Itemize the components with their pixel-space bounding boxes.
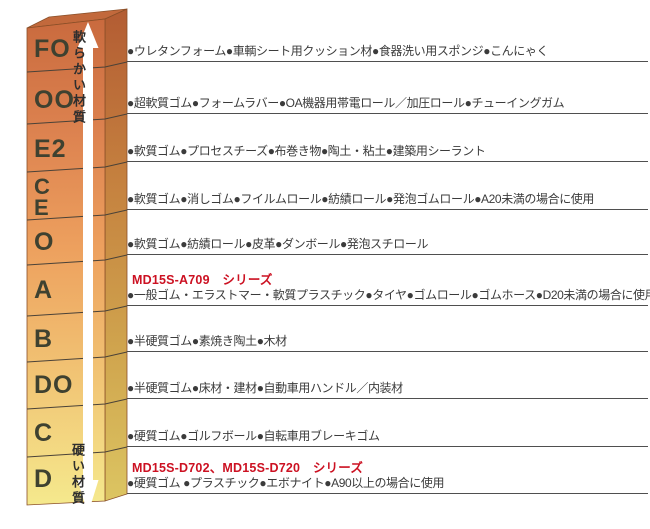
soft-material-caption: 軟らかい材質: [71, 30, 86, 126]
scale-label-ce: C E: [34, 174, 50, 220]
scale-label-a: A: [34, 276, 54, 304]
row-oo: ●超軟質ゴム●フォームラバー●OA機器用帯電ロール／加圧ロール●チューイングガム: [127, 91, 648, 114]
row-do: ●半硬質ゴム●床材・建材●自動車用ハンドル／内装材: [127, 376, 648, 399]
row-a: MD15S-A709 シリーズ ●一般ゴム・エラストマー・軟質プラスチック●タイ…: [127, 269, 650, 306]
row-d: MD15S-D702、MD15S-D720 シリーズ ●硬質ゴム ●プラスチック…: [127, 457, 648, 494]
row-b: ●半硬質ゴム●素焼き陶土●木材: [127, 329, 648, 352]
scale-label-b: B: [34, 325, 54, 353]
segment-boundary-lines: [26, 61, 128, 458]
examples-text: ●ウレタンフォーム●車輌シート用クッション材●食器洗い用スポンジ●こんにゃく: [127, 44, 549, 58]
row-e2: ●軟質ゴム●プロセスチーズ●布巻き物●陶土・粘土●建築用シーラント: [127, 139, 648, 162]
examples-text: ●半硬質ゴム●素焼き陶土●木材: [127, 334, 287, 348]
hardness-tower-graphic: [26, 8, 128, 514]
soft-hard-arrow: [77, 22, 99, 514]
scale-label-fo: FO: [34, 35, 71, 63]
examples-text: ●軟質ゴム●紡績ロール●皮革●ダンボール●発泡スチロール: [127, 237, 429, 251]
examples-text: ●半硬質ゴム●床材・建材●自動車用ハンドル／内装材: [127, 381, 403, 395]
hard-material-caption: 硬い材質: [70, 443, 85, 507]
scale-label-d: D: [34, 465, 54, 493]
scale-label-c: C: [34, 419, 54, 447]
scale-label-o: O: [34, 228, 55, 256]
scale-label-e2: E2: [34, 135, 67, 163]
row-o: ●軟質ゴム●紡績ロール●皮革●ダンボール●発泡スチロール: [127, 232, 648, 255]
scale-label-do: DO: [34, 371, 74, 399]
examples-text: ●超軟質ゴム●フォームラバー●OA機器用帯電ロール／加圧ロール●チューイングガム: [127, 96, 565, 110]
row-ce: ●軟質ゴム●消しゴム●フイルムロール●紡績ロール●発泡ゴムロール●A20未満の場…: [127, 187, 648, 210]
examples-text: ●軟質ゴム●消しゴム●フイルムロール●紡績ロール●発泡ゴムロール●A20未満の場…: [127, 192, 595, 206]
series-name-a709: MD15S-A709 シリーズ: [132, 273, 273, 287]
examples-text: ●硬質ゴム●ゴルフボール●自転車用ブレーキゴム: [127, 429, 380, 443]
examples-text: ●軟質ゴム●プロセスチーズ●布巻き物●陶土・粘土●建築用シーラント: [127, 144, 486, 158]
examples-text: ●一般ゴム・エラストマー・軟質プラスチック●タイヤ●ゴムロール●ゴムホース●D2…: [127, 288, 650, 302]
series-name-d702-d720: MD15S-D702、MD15S-D720 シリーズ: [132, 461, 364, 475]
row-c: ●硬質ゴム●ゴルフボール●自転車用ブレーキゴム: [127, 424, 648, 447]
examples-text: ●硬質ゴム ●プラスチック●エボナイト●A90以上の場合に使用: [127, 476, 445, 490]
tower-side-face: [104, 8, 128, 502]
scale-label-oo: OO: [34, 86, 75, 114]
row-fo: ●ウレタンフォーム●車輌シート用クッション材●食器洗い用スポンジ●こんにゃく: [127, 39, 648, 62]
